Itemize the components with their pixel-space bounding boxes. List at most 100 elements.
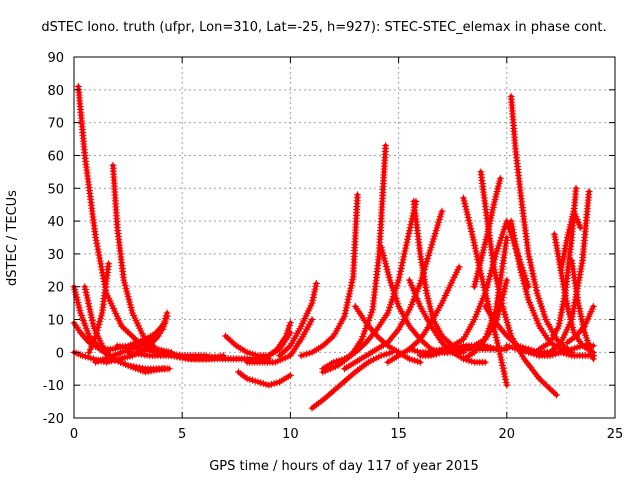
data-point bbox=[97, 315, 105, 323]
data-point bbox=[455, 263, 463, 271]
data-point bbox=[161, 319, 169, 327]
series-arc-05 bbox=[81, 283, 173, 376]
data-point bbox=[163, 312, 171, 320]
series-arc-21 bbox=[351, 302, 424, 366]
data-point bbox=[572, 184, 580, 192]
data-point bbox=[404, 232, 412, 240]
data-point bbox=[165, 365, 173, 373]
data-point bbox=[92, 332, 100, 340]
y-tick-label: 60 bbox=[47, 149, 64, 164]
series-arc-15 bbox=[276, 279, 320, 360]
series-arc-25 bbox=[384, 263, 463, 366]
data-point bbox=[144, 368, 152, 376]
data-point bbox=[402, 244, 410, 252]
data-point bbox=[406, 224, 414, 232]
data-point bbox=[286, 371, 294, 379]
data-point bbox=[97, 263, 105, 271]
series-arc-06 bbox=[85, 260, 113, 356]
series-arc-40 bbox=[557, 207, 584, 274]
data-point bbox=[156, 365, 164, 373]
data-point bbox=[510, 231, 518, 239]
data-point bbox=[399, 256, 407, 264]
data-point bbox=[94, 245, 102, 253]
series-arc-02 bbox=[70, 312, 171, 366]
series-arc-19 bbox=[319, 142, 390, 376]
data-point bbox=[589, 302, 597, 310]
chart-title: dSTEC Iono. truth (ufpr, Lon=310, Lat=-2… bbox=[41, 20, 606, 35]
data-point bbox=[96, 318, 104, 326]
data-point bbox=[97, 312, 105, 320]
data-point bbox=[502, 279, 510, 287]
data-point bbox=[511, 240, 519, 248]
x-tick-label: 25 bbox=[607, 427, 624, 442]
x-tick-label: 5 bbox=[178, 427, 186, 442]
data-point bbox=[508, 223, 516, 231]
series-arc-12 bbox=[234, 368, 294, 389]
data-point bbox=[507, 217, 515, 225]
y-tick-label: -20 bbox=[43, 412, 64, 427]
y-tick-label: 50 bbox=[47, 182, 64, 197]
data-point bbox=[93, 239, 101, 247]
series-arc-33 bbox=[507, 92, 571, 353]
data-point bbox=[510, 234, 518, 242]
series-arc-32 bbox=[470, 174, 504, 291]
data-point bbox=[312, 279, 320, 287]
data-point bbox=[397, 267, 405, 275]
series-arc-13 bbox=[243, 316, 316, 366]
data-point bbox=[93, 326, 101, 334]
data-point bbox=[395, 276, 403, 284]
data-point bbox=[407, 221, 415, 229]
data-point bbox=[576, 224, 584, 232]
data-point bbox=[501, 282, 509, 290]
data-point bbox=[513, 249, 521, 257]
x-axis-label: GPS time / hours of day 117 of year 2015 bbox=[209, 459, 479, 474]
y-tick-label: 0 bbox=[56, 346, 64, 361]
data-point bbox=[92, 329, 100, 337]
data-point bbox=[141, 368, 149, 376]
data-point bbox=[481, 358, 489, 366]
data-point bbox=[396, 270, 404, 278]
data-point bbox=[97, 260, 105, 268]
y-tick-label: 20 bbox=[47, 281, 64, 296]
x-tick-label: 10 bbox=[282, 427, 299, 442]
data-point bbox=[98, 266, 106, 274]
y-tick-label: 70 bbox=[47, 117, 64, 132]
data-point bbox=[511, 237, 519, 245]
data-point bbox=[400, 250, 408, 258]
data-point bbox=[353, 191, 361, 199]
data-point bbox=[589, 355, 597, 363]
data-point bbox=[308, 316, 316, 324]
data-point bbox=[503, 276, 511, 284]
data-point bbox=[515, 260, 523, 268]
y-axis-label: dSTEC / TECUs bbox=[5, 190, 20, 286]
data-point bbox=[395, 273, 403, 281]
data-point bbox=[96, 257, 104, 265]
data-point bbox=[508, 220, 516, 228]
data-point bbox=[94, 323, 102, 331]
data-point bbox=[401, 247, 409, 255]
data-point bbox=[514, 254, 522, 262]
data-point bbox=[95, 251, 103, 259]
data-point bbox=[94, 248, 102, 256]
y-tick-label: 90 bbox=[47, 51, 64, 66]
series-arc-18 bbox=[297, 191, 361, 360]
data-point bbox=[416, 358, 424, 366]
data-point bbox=[398, 259, 406, 267]
y-tick-label: -10 bbox=[43, 379, 64, 394]
data-point bbox=[92, 236, 100, 244]
data-point bbox=[402, 241, 410, 249]
data-point bbox=[513, 246, 521, 254]
data-point bbox=[503, 234, 511, 241]
data-point bbox=[406, 227, 413, 235]
y-tick-label: 10 bbox=[47, 314, 64, 329]
data-point bbox=[403, 238, 411, 246]
data-point bbox=[286, 319, 294, 327]
data-point bbox=[400, 253, 408, 261]
y-tick-label: 80 bbox=[47, 84, 64, 99]
data-point bbox=[150, 366, 158, 374]
series-arc-39 bbox=[550, 230, 597, 356]
data-point bbox=[93, 242, 101, 250]
data-point bbox=[92, 234, 100, 241]
data-point bbox=[382, 142, 390, 150]
